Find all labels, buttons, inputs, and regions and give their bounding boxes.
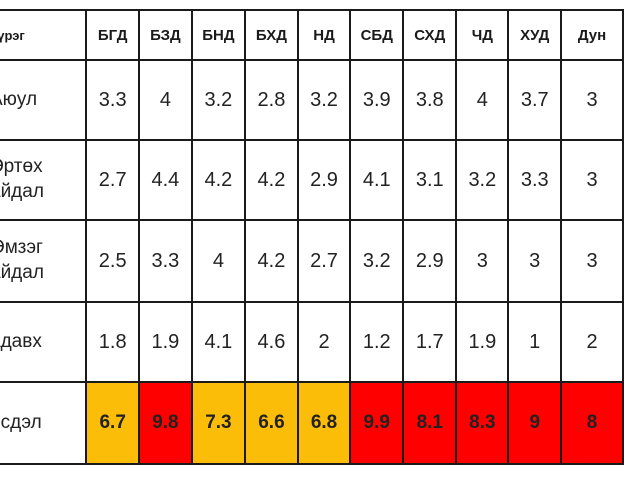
row-label-line: осдэл [0, 411, 42, 433]
column-header: БГД [85, 9, 140, 61]
value-cell: 3.9 [349, 59, 405, 141]
total-value-cell: 6.7 [85, 381, 140, 465]
column-header: СХД [402, 9, 458, 61]
row-label-cell: адавх [0, 301, 88, 383]
column-header: Дун [560, 9, 624, 61]
value-cell: 3.2 [190, 59, 246, 141]
total-value-cell: 9.8 [137, 381, 193, 465]
value-cell: 3.3 [85, 59, 140, 141]
total-value-cell: 7.3 [190, 381, 246, 465]
row-label-cell: Эртөх айдал [0, 139, 88, 221]
row-label-cell: Өмзэг айдал [0, 219, 88, 303]
value-cell: 2.9 [296, 139, 352, 221]
table-row: Эртөх айдал 2.7 4.4 4.2 4.2 2.9 4.1 3.1 3… [0, 139, 624, 221]
row-label-line: Эртөх [0, 156, 43, 178]
column-header: НД [296, 9, 352, 61]
value-cell: 3.2 [349, 219, 405, 303]
value-cell: 4.2 [243, 219, 299, 303]
value-cell: 1.2 [349, 301, 405, 383]
total-value-cell: 6.6 [243, 381, 299, 465]
value-cell: 4.1 [190, 301, 246, 383]
value-cell: 3.1 [402, 139, 458, 221]
value-cell: 3 [455, 219, 510, 303]
value-cell: 4.2 [190, 139, 246, 221]
column-header: БНД [190, 9, 246, 61]
value-cell: 3.3 [507, 139, 563, 221]
column-header: ХУД [507, 9, 563, 61]
value-cell: 3 [560, 139, 624, 221]
value-cell: 4 [137, 59, 193, 141]
total-value-cell: 8.3 [455, 381, 510, 465]
value-cell: 2.7 [85, 139, 140, 221]
district-risk-table: үүрэг БГД БЗД БНД БХД НД СБД СХД ЧД ХУД … [0, 9, 624, 465]
value-cell: 1.9 [455, 301, 510, 383]
value-cell: 3 [560, 59, 624, 141]
value-cell: 2 [560, 301, 624, 383]
value-cell: 2.8 [243, 59, 299, 141]
value-cell: 3.8 [402, 59, 458, 141]
total-value-cell: 8 [560, 381, 624, 465]
value-cell: 1 [507, 301, 563, 383]
value-cell: 4 [190, 219, 246, 303]
table-row: Аюул 3.3 4 3.2 2.8 3.2 3.9 3.8 4 3.7 3 [0, 59, 624, 141]
header-row: үүрэг БГД БЗД БНД БХД НД СБД СХД ЧД ХУД … [0, 9, 624, 61]
value-cell: 3 [560, 219, 624, 303]
total-value-cell: 9 [507, 381, 563, 465]
value-cell: 4.1 [349, 139, 405, 221]
table-row: осдэл 6.7 9.8 7.3 6.6 6.8 9.9 8.1 8.3 9 … [0, 381, 624, 465]
column-header: БХД [243, 9, 299, 61]
value-cell: 4.2 [243, 139, 299, 221]
row-label-cell: Аюул [0, 59, 88, 141]
table-row: адавх 1.8 1.9 4.1 4.6 2 1.2 1.7 1.9 1 2 [0, 301, 624, 383]
value-cell: 1.7 [402, 301, 458, 383]
value-cell: 3.3 [137, 219, 193, 303]
value-cell: 2 [296, 301, 352, 383]
value-cell: 3 [507, 219, 563, 303]
total-value-cell: 8.1 [402, 381, 458, 465]
total-value-cell: 6.8 [296, 381, 352, 465]
row-label-line: Өмзэг [0, 237, 43, 259]
value-cell: 3.2 [296, 59, 352, 141]
value-cell: 4.4 [137, 139, 193, 221]
row-label-line: адавх [0, 330, 42, 352]
value-cell: 3.7 [507, 59, 563, 141]
column-header: СБД [349, 9, 405, 61]
value-cell: 3.2 [455, 139, 510, 221]
total-value-cell: 9.9 [349, 381, 405, 465]
value-cell: 2.9 [402, 219, 458, 303]
value-cell: 1.9 [137, 301, 193, 383]
value-cell: 1.8 [85, 301, 140, 383]
value-cell: 4 [455, 59, 510, 141]
column-header: ЧД [455, 9, 510, 61]
row-label-line: Аюул [0, 88, 38, 110]
row-label-line: айдал [0, 262, 44, 283]
value-cell: 2.7 [296, 219, 352, 303]
header-label-cell: үүрэг [0, 9, 88, 61]
row-label-line: айдал [0, 181, 44, 202]
table-row: Өмзэг айдал 2.5 3.3 4 4.2 2.7 3.2 2.9 3 3… [0, 219, 624, 303]
value-cell: 4.6 [243, 301, 299, 383]
value-cell: 2.5 [85, 219, 140, 303]
row-label-cell: осдэл [0, 381, 88, 465]
column-header: БЗД [137, 9, 193, 61]
